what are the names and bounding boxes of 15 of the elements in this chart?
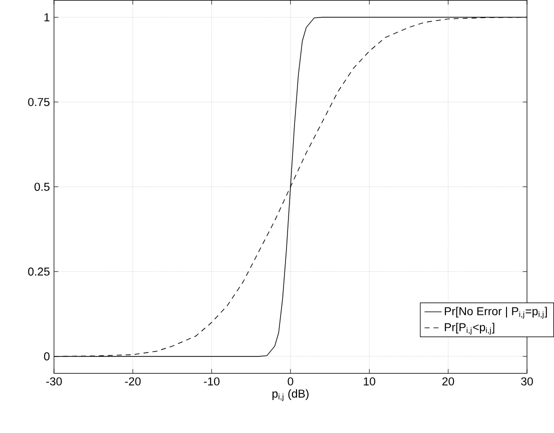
y-tick-label: 0.75 bbox=[28, 98, 50, 106]
x-tick-label: 10 bbox=[364, 377, 376, 386]
x-tick-label: 20 bbox=[442, 377, 454, 386]
x-tick-label: -20 bbox=[125, 377, 141, 386]
x-tick-label: 30 bbox=[521, 377, 533, 386]
y-tick-label: 0 bbox=[44, 352, 50, 360]
legend-label: Pr[No Error | P$_{i,j}$=p$_{i,j}$] bbox=[444, 306, 547, 318]
x-tick-label: -10 bbox=[204, 377, 220, 386]
x-tick-label: -30 bbox=[46, 377, 62, 386]
x-tick-label: 0 bbox=[288, 377, 294, 386]
y-tick-label: 0.25 bbox=[28, 267, 50, 276]
y-tick-label: 1 bbox=[44, 13, 50, 22]
x-axis-title: p$_{i,j}$ (dB) bbox=[272, 389, 309, 401]
legend-label: Pr[P$_{i,j}$<p$_{i,j}$] bbox=[444, 322, 494, 334]
y-tick-label: 0.5 bbox=[34, 182, 50, 191]
